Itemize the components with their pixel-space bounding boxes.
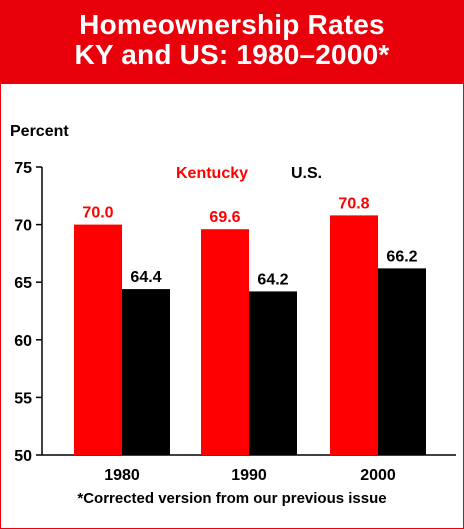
chart-title-line-2: KY and US: 1980–2000*: [74, 39, 390, 70]
x-tick-label-2000: 2000: [360, 467, 396, 484]
bar-kentucky-1980: [74, 224, 122, 455]
x-tick-label-1980: 1980: [104, 467, 140, 484]
legend-us: U.S.: [291, 165, 322, 182]
legend-kentucky: Kentucky: [176, 165, 248, 182]
bar-us-1980: [122, 289, 170, 455]
legend: Kentucky U.S.: [176, 165, 322, 182]
title-banner: Homeownership Rates KY and US: 1980–2000…: [1, 1, 463, 84]
y-tick-label-65: 65: [14, 275, 32, 292]
bar-kentucky-2000: [330, 215, 378, 455]
data-label-kentucky-1990: 69.6: [209, 209, 240, 226]
y-tick-label-50: 50: [14, 448, 32, 465]
data-label-kentucky-2000: 70.8: [338, 195, 369, 212]
bar-us-1990: [249, 291, 297, 455]
y-tick-label-75: 75: [14, 160, 32, 177]
x-tick-label-1990: 1990: [231, 467, 267, 484]
data-label-kentucky-1980: 70.0: [82, 205, 113, 222]
y-tick-label-55: 55: [14, 390, 32, 407]
footnote: *Corrected version from our previous iss…: [77, 490, 387, 507]
y-tick-label-70: 70: [14, 218, 32, 235]
data-label-us-1990: 64.2: [257, 271, 288, 288]
data-label-us-1980: 64.4: [130, 269, 161, 286]
bar-us-2000: [378, 268, 426, 455]
chart-title-line-1: Homeownership Rates: [79, 9, 385, 40]
y-tick-label-60: 60: [14, 333, 32, 350]
bar-kentucky-1990: [201, 229, 249, 455]
y-axis-label: Percent: [10, 123, 69, 140]
data-label-us-2000: 66.2: [386, 248, 417, 265]
